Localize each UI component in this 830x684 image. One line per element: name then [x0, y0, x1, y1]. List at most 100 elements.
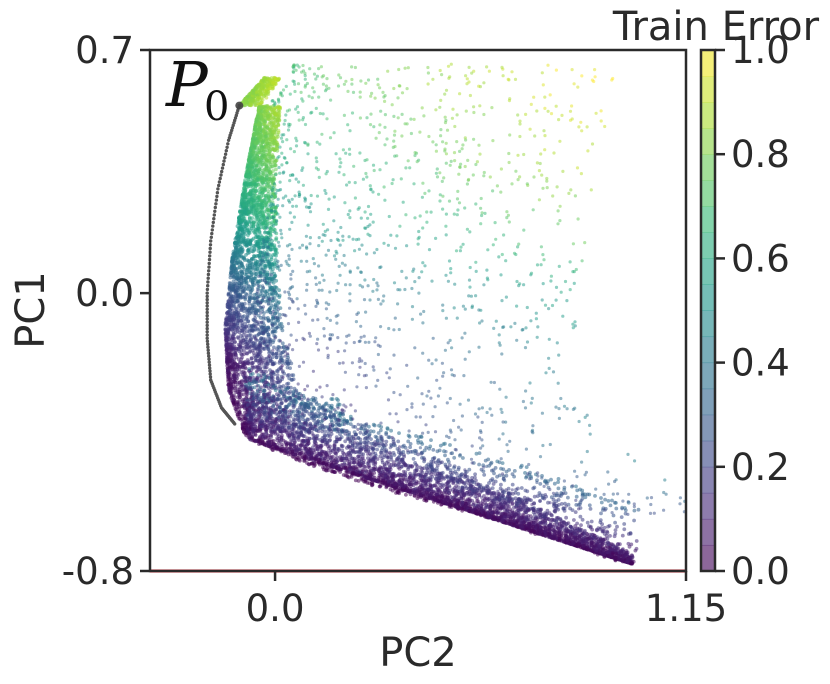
scatter-point [261, 325, 266, 330]
scatter-point [227, 284, 232, 289]
scatter-point [500, 461, 505, 465]
scatter-point [414, 434, 418, 438]
scatter-point [452, 455, 457, 460]
scatter-point [262, 187, 267, 191]
scatter-point [473, 472, 477, 477]
scatter-point [240, 336, 245, 341]
scatter-point [239, 250, 243, 255]
scatter-point [251, 139, 256, 144]
scatter-point [227, 385, 232, 390]
scatter-point [243, 101, 248, 105]
scatter-point [397, 431, 401, 435]
scatter-point [274, 167, 278, 172]
scatter-point [279, 401, 283, 406]
scatter-point [481, 469, 486, 474]
scatter-point [237, 283, 242, 288]
scatter-point [615, 542, 620, 546]
scatter-point [545, 508, 550, 513]
scatter-point [572, 518, 576, 522]
scatter-point [607, 523, 612, 528]
scatter-point [241, 372, 245, 377]
scatter-point [241, 265, 246, 270]
scatter-point [579, 523, 583, 527]
scatter-point [419, 435, 424, 439]
scatter-point [495, 459, 500, 464]
scatter-point [247, 215, 252, 220]
scatter-point [271, 404, 276, 409]
scatter-point [507, 468, 511, 472]
scatter-point [252, 343, 257, 348]
scatter-point [242, 377, 247, 382]
scatter-point [236, 346, 241, 351]
scatter-point [252, 276, 257, 281]
scatter-point [280, 341, 285, 346]
scatter-point [379, 425, 384, 429]
scatter-point [250, 99, 255, 103]
scatter-point [269, 127, 274, 132]
scatter-point [286, 381, 291, 386]
scatter-point [285, 365, 290, 370]
scatter-point [265, 141, 270, 146]
scatter-point [248, 102, 253, 106]
scatter-point [250, 306, 255, 311]
scatter-point [615, 524, 619, 529]
scatter-point [289, 373, 294, 378]
scatter-point [235, 400, 239, 404]
scatter-point [598, 518, 603, 522]
scatter-point [556, 480, 560, 484]
scatter-point [265, 272, 270, 277]
scatter-point [495, 474, 499, 479]
scatter-point [549, 477, 553, 482]
scatter-point [599, 500, 604, 505]
scatter-point [247, 302, 252, 306]
scatter-point [254, 163, 258, 168]
scatter-point [491, 482, 496, 486]
scatter-point [239, 261, 244, 266]
scatter-point [232, 373, 236, 378]
scatter-point [247, 295, 252, 300]
scatter-point [329, 418, 334, 423]
scatter-point [233, 307, 238, 311]
scatter-point [257, 230, 262, 235]
scatter-point [613, 531, 618, 536]
scatter-point [235, 261, 240, 266]
scatter-point [223, 328, 228, 332]
scatter-point [516, 491, 521, 496]
scatter-point [244, 335, 249, 340]
scatter-point [266, 189, 271, 193]
scatter-point [231, 346, 236, 350]
scatter-point [262, 153, 267, 158]
scatter-point [228, 308, 232, 312]
scatter-point [277, 300, 281, 305]
scatter-point [556, 486, 561, 491]
scatter-point [578, 514, 583, 519]
scatter-point [250, 249, 254, 254]
scatter-point [378, 428, 383, 433]
scatter-point [408, 442, 413, 446]
scatter-point [236, 319, 240, 323]
scatter-point [226, 369, 231, 373]
scatter-point [294, 457, 298, 461]
scatter-point [239, 269, 244, 274]
scatter-point [258, 212, 263, 216]
scatter-point [506, 486, 511, 491]
scatter-point [243, 366, 248, 371]
scatter-point [429, 438, 433, 442]
scatter-point [268, 276, 272, 281]
scatter-point [264, 175, 269, 179]
scatter-point [613, 528, 618, 532]
scatter-point [272, 271, 277, 276]
scatter-point [267, 337, 272, 341]
scatter-point [231, 334, 235, 339]
scatter-point [518, 465, 523, 470]
scatter-point [259, 85, 264, 90]
scatter-point [244, 390, 249, 395]
scatter-point [408, 445, 412, 450]
scatter-point [292, 409, 296, 414]
scatter-point [570, 508, 575, 512]
scatter-point [244, 253, 248, 257]
scatter-point [456, 465, 461, 470]
scatter-point [628, 531, 633, 535]
scatter-point [253, 227, 258, 232]
scatter-point [277, 312, 282, 317]
